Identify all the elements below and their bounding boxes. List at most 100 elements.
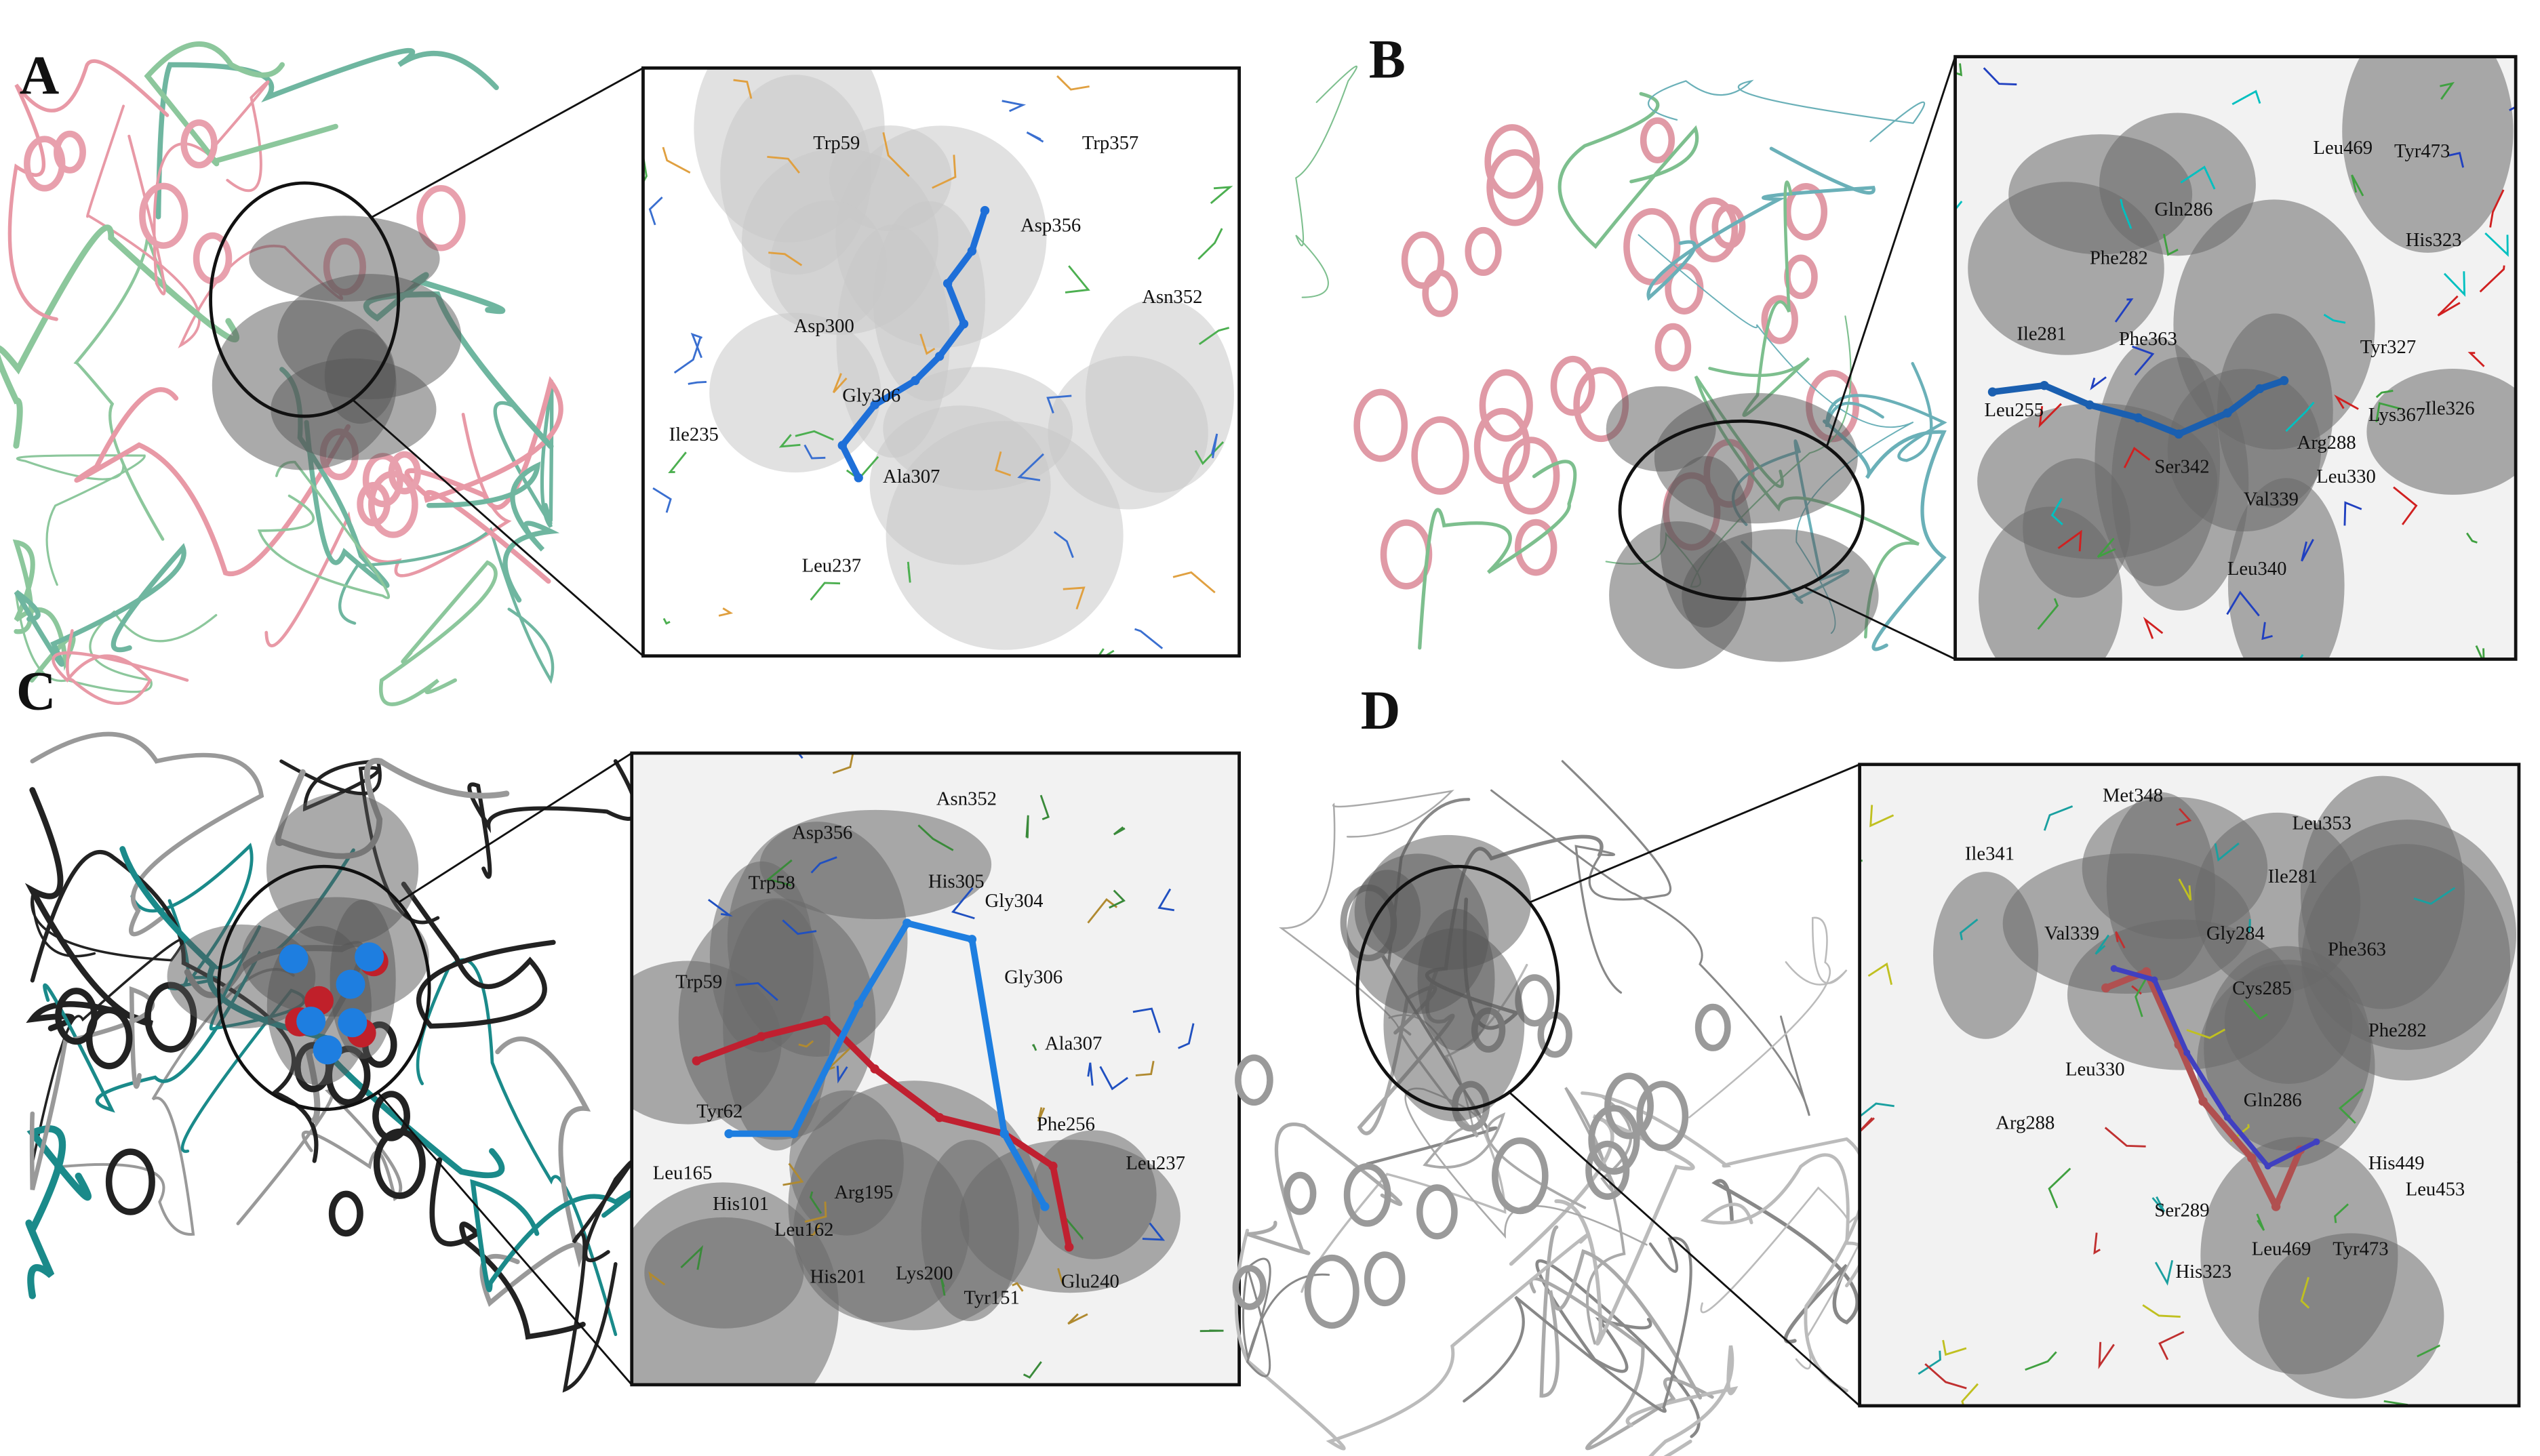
ribbon [1539, 1225, 1703, 1400]
residue-stick [810, 856, 837, 874]
residue-stick [680, 1245, 704, 1270]
residue-stick [2443, 271, 2466, 298]
residue-stick [2231, 89, 2261, 105]
residue-label: Tyr62 [696, 1101, 742, 1123]
residue-stick [2466, 532, 2478, 544]
atom [1987, 387, 1998, 397]
residue-stick [809, 1191, 822, 1214]
ribbon [7, 59, 170, 321]
residue-stick [2048, 1167, 2071, 1209]
helix [1636, 1080, 1689, 1152]
residue-stick [1067, 1313, 1088, 1325]
residue-label: Met348 [2103, 785, 2163, 807]
residue-stick [1859, 1102, 1894, 1117]
helix [1492, 1137, 1549, 1215]
atom [967, 935, 977, 944]
atom-sphere [338, 1008, 368, 1038]
residue-stick [2097, 538, 2116, 559]
residue-label: Leu330 [2316, 466, 2376, 487]
atom [1065, 1242, 1074, 1252]
zoom-line [397, 752, 633, 904]
residue-stick [1099, 1066, 1128, 1091]
residue-stick [690, 332, 702, 359]
residue-label: Ile281 [2017, 323, 2066, 345]
residue-stick [1017, 453, 1044, 481]
atom [934, 1112, 945, 1123]
residue-stick [832, 373, 848, 394]
residue-stick [1012, 1282, 1024, 1292]
atom [2271, 1202, 2281, 1211]
residue-stick [733, 79, 753, 99]
atom [1040, 1202, 1050, 1211]
ribbon [1700, 1153, 1865, 1288]
inset-content [643, 68, 1234, 656]
residue-stick [2301, 539, 2314, 562]
ribbon [127, 80, 270, 296]
atom [854, 999, 863, 1009]
surface [1609, 521, 1747, 669]
atom [2133, 413, 2143, 423]
ribbon [144, 41, 338, 167]
residue-stick [2343, 501, 2362, 526]
atom [2183, 1049, 2191, 1057]
residue-label: Val339 [2244, 488, 2299, 510]
surface [759, 809, 992, 919]
ribbon [25, 1125, 92, 1299]
residue-stick [2351, 174, 2364, 197]
panel-letter: D [1361, 680, 1401, 741]
residue-stick [2025, 1351, 2057, 1371]
ribbon [1648, 79, 1926, 142]
residue-stick [917, 824, 954, 851]
residue-label: His449 [2368, 1152, 2425, 1174]
atom-sphere [279, 944, 309, 974]
atom [2040, 380, 2049, 390]
ribbon [416, 958, 618, 1337]
helix [1473, 407, 1530, 485]
ribbon [1529, 1276, 1714, 1451]
residue-label: Ser289 [2154, 1199, 2209, 1221]
residue-stick [1194, 441, 1225, 466]
residue-label: Asp356 [792, 822, 852, 844]
residue-stick [2104, 1127, 2146, 1148]
residue-stick [836, 1066, 848, 1084]
ribbon [1278, 790, 1454, 1032]
atom [854, 473, 863, 483]
atom [870, 400, 879, 410]
residue-stick [1942, 1339, 1967, 1356]
residue-stick [2123, 447, 2151, 468]
atom [2151, 976, 2158, 984]
ribbon [1708, 180, 1810, 418]
residue-stick [668, 451, 687, 473]
ribbon [479, 1036, 591, 1307]
residue-stick [882, 132, 910, 178]
helix [328, 1190, 363, 1237]
residue-stick [2143, 616, 2164, 639]
atom [2247, 1153, 2257, 1163]
atom-sphere [296, 1007, 326, 1036]
ribbon [74, 387, 351, 577]
ribbon [1234, 1228, 1590, 1451]
residue-label: Tyr327 [2360, 336, 2416, 358]
ribbon [155, 47, 499, 220]
residue-stick [1867, 962, 1892, 986]
atom [2313, 1138, 2320, 1146]
residue-label: Leu469 [2314, 137, 2373, 159]
residue-stick [2186, 1028, 2226, 1039]
atom [902, 918, 912, 928]
zoom-line [1802, 585, 1956, 660]
helix [1588, 1105, 1640, 1175]
residue-stick [2484, 232, 2509, 258]
surface [1606, 386, 1716, 472]
atom [692, 1056, 701, 1066]
ribbon [12, 539, 76, 683]
surface [1031, 1130, 1157, 1259]
helix [1689, 197, 1739, 263]
residue-stick [1057, 1268, 1065, 1286]
residue-stick [1961, 1383, 1979, 1406]
residue-stick [2158, 1331, 2185, 1360]
helix [1304, 1254, 1360, 1329]
atom [959, 319, 969, 329]
residue-stick [2115, 931, 2126, 949]
residue-label: Tyr473 [2394, 140, 2450, 162]
